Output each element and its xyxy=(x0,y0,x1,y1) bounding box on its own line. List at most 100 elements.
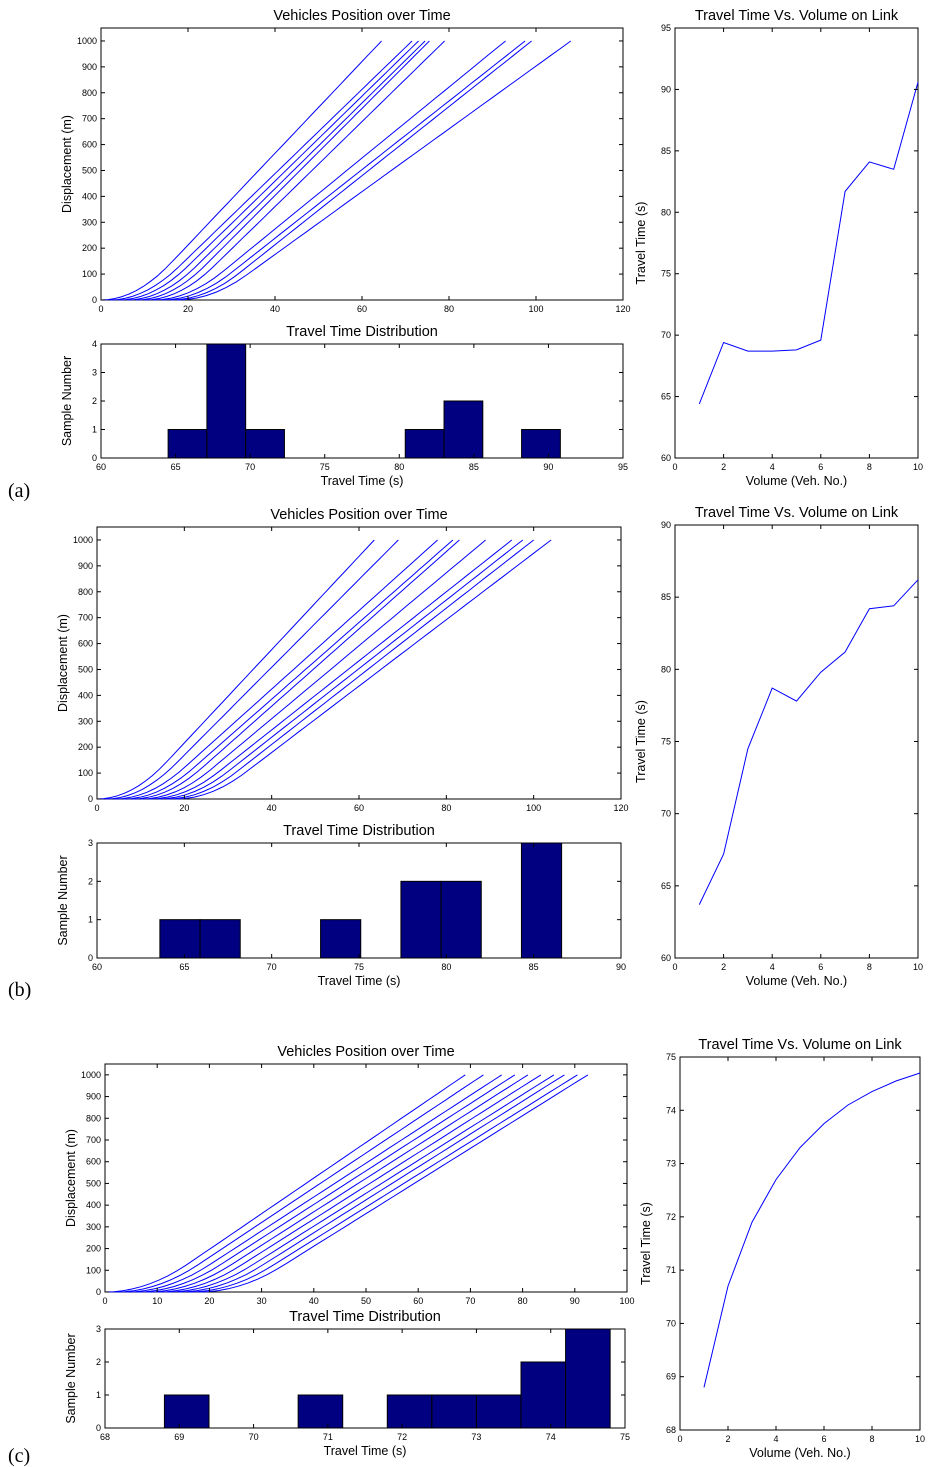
c-hist-bar xyxy=(163,1394,210,1429)
a-pos-chart: 0 20 40 60 80 100 120 0 100 200 300 400 500 600 700 800… xyxy=(60,8,631,314)
a-pos-y-tick-label: 600 xyxy=(82,140,97,150)
c-tt-x-tick-label: 4 xyxy=(773,1434,778,1444)
c-tt-y-tick-label: 69 xyxy=(666,1372,676,1382)
c-pos-x-tick-label: 40 xyxy=(309,1296,319,1306)
c-pos-x-tick-label: 20 xyxy=(204,1296,214,1306)
c-pos-series-line xyxy=(104,1074,466,1293)
b-hist-bar xyxy=(400,880,442,959)
c-tt-title: Travel Time Vs. Volume on Link xyxy=(698,1037,902,1053)
b-tt-y-tick-label: 80 xyxy=(661,664,671,674)
b-pos-series-line xyxy=(131,539,460,800)
a-pos-y-tick-label: 200 xyxy=(82,243,97,253)
a-tt-y-tick-label: 75 xyxy=(661,269,671,279)
c-pos-y-tick-label: 800 xyxy=(86,1113,101,1123)
a-tt-y-axis-label: Travel Time (s) xyxy=(634,202,648,285)
a-pos-x-tick-label: 60 xyxy=(357,304,367,314)
b-hist-y-tick-label: 2 xyxy=(88,876,93,886)
b-tt-chart: 0 2 4 6 8 10 60 65 70 75 80 85 90 Travel Time Vs. Vol… xyxy=(634,505,923,988)
c-hist-x-tick-label: 73 xyxy=(471,1432,481,1442)
b-hist-y-tick-label: 1 xyxy=(88,915,93,925)
a-pos-series-line xyxy=(127,40,426,301)
a-hist-y-tick-label: 3 xyxy=(92,368,97,378)
c-hist-x-tick-label: 75 xyxy=(620,1432,630,1442)
c-pos-x-tick-label: 90 xyxy=(570,1296,580,1306)
b-hist-bar xyxy=(159,919,201,959)
c-hist-chart: 68 69 70 71 72 73 74 75 0 1 2 3 Travel Time Distribu… xyxy=(64,1309,630,1458)
b-tt-y-tick-label: 85 xyxy=(661,592,671,602)
c-pos-series-line xyxy=(167,1074,555,1293)
b-tt-x-tick-label: 6 xyxy=(818,962,823,972)
b-pos-series-line xyxy=(140,539,486,800)
c-hist-x-tick-label: 71 xyxy=(323,1432,333,1442)
a-tt-y-tick-label: 65 xyxy=(661,392,671,402)
a-pos-series-line xyxy=(109,40,413,301)
b-hist-x-tick-label: 65 xyxy=(179,962,189,972)
c-pos-y-tick-label: 900 xyxy=(86,1092,101,1102)
b-pos-series-line xyxy=(114,539,438,800)
b-pos-x-tick-label: 120 xyxy=(613,803,628,813)
a-tt-x-tick-label: 0 xyxy=(672,462,677,472)
c-hist-y-tick-label: 3 xyxy=(96,1324,101,1334)
c-pos-series-line xyxy=(136,1074,516,1293)
c-tt-y-tick-label: 70 xyxy=(666,1318,676,1328)
a-pos-y-tick-label: 100 xyxy=(82,269,97,279)
b-tt-series-line xyxy=(698,579,919,905)
b-pos-title: Vehicles Position over Time xyxy=(270,507,447,523)
b-pos-y-tick-label: 0 xyxy=(88,794,93,804)
a-hist-bar xyxy=(167,429,208,459)
c-tt-y-axis-label: Travel Time (s) xyxy=(639,1202,653,1285)
a-pos-x-tick-label: 120 xyxy=(615,304,630,314)
c-tt-y-tick-label: 68 xyxy=(666,1425,676,1435)
a-pos-series-line xyxy=(170,40,532,301)
c-hist-x-tick-label: 68 xyxy=(100,1432,110,1442)
c-hist-bar xyxy=(475,1394,522,1429)
c-pos-series-line xyxy=(146,1074,529,1293)
b-pos-x-tick-label: 80 xyxy=(441,803,451,813)
c-hist-x-tick-label: 72 xyxy=(397,1432,407,1442)
a-tt-series-line xyxy=(698,81,919,405)
a-hist-bar xyxy=(404,429,445,459)
c-hist-x-tick-label: 74 xyxy=(546,1432,556,1442)
c-tt-x-tick-label: 10 xyxy=(915,1434,925,1444)
c-hist-x-axis-label: Travel Time (s) xyxy=(324,1444,407,1458)
c-hist-y-tick-label: 2 xyxy=(96,1357,101,1367)
b-pos-y-axis-label: Displacement (m) xyxy=(56,614,70,712)
c-tt-x-tick-label: 0 xyxy=(677,1434,682,1444)
b-pos-series-line xyxy=(158,539,524,800)
c-hist-x-tick-label: 70 xyxy=(249,1432,259,1442)
a-pos-series-line xyxy=(161,40,526,301)
c-tt-x-tick-label: 8 xyxy=(869,1434,874,1444)
a-tt-y-tick-label: 70 xyxy=(661,330,671,340)
b-pos-x-tick-label: 100 xyxy=(526,803,541,813)
a-tt-y-tick-label: 80 xyxy=(661,207,671,217)
c-pos-x-tick-label: 30 xyxy=(257,1296,267,1306)
a-tt-y-tick-label: 95 xyxy=(661,23,671,33)
b-pos-x-tick-label: 20 xyxy=(179,803,189,813)
a-hist-y-tick-label: 1 xyxy=(92,425,97,435)
a-hist-bar xyxy=(206,343,247,459)
c-tt-series-line xyxy=(703,1072,921,1388)
b-pos-series-line xyxy=(175,539,552,800)
b-hist-bar xyxy=(520,842,563,959)
a-tt-y-tick-label: 90 xyxy=(661,84,671,94)
c-pos-series-line xyxy=(125,1074,502,1293)
b-pos-y-tick-label: 200 xyxy=(78,742,93,752)
a-pos-y-tick-label: 300 xyxy=(82,217,97,227)
b-hist-x-tick-label: 60 xyxy=(92,962,102,972)
c-tt-y-tick-label: 73 xyxy=(666,1159,676,1169)
b-pos-y-tick-label: 700 xyxy=(78,613,93,623)
a-pos-series-line xyxy=(144,40,445,301)
a-hist-bar xyxy=(443,400,484,459)
b-pos-plot-area xyxy=(96,526,622,800)
b-pos-series-line xyxy=(123,539,454,800)
c-hist-bar xyxy=(565,1328,611,1429)
a-hist-x-tick-label: 60 xyxy=(96,462,106,472)
b-pos-y-tick-label: 500 xyxy=(78,664,93,674)
a-hist-x-tick-label: 90 xyxy=(543,462,553,472)
b-hist-bar xyxy=(440,880,482,959)
a-pos-series-line xyxy=(118,40,419,301)
a-pos-y-tick-label: 1000 xyxy=(77,36,97,46)
c-tt-y-tick-label: 75 xyxy=(666,1052,676,1062)
c-pos-y-tick-label: 700 xyxy=(86,1135,101,1145)
